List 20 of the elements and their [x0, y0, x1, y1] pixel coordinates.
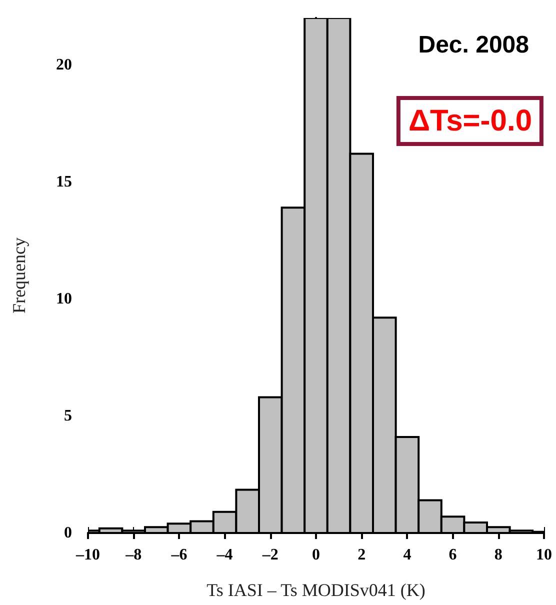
annotation: ΔTs=-0.0 [408, 104, 532, 138]
y-tick-label: 15 [56, 173, 72, 190]
x-tick-label: 2 [358, 546, 366, 564]
x-axis-title: Ts IASI – Ts MODISv041 (K) [206, 580, 426, 600]
x-tick-label: –4 [216, 546, 233, 564]
x-tick-label: 0 [312, 546, 320, 564]
y-tick-label: 20 [56, 56, 72, 74]
y-tick-label: 0 [64, 524, 72, 542]
x-tick-label: 10 [536, 546, 552, 564]
x-tick-label: 8 [494, 546, 502, 564]
x-tick-label: –8 [124, 546, 142, 564]
y-tick-label: 10 [56, 290, 72, 308]
x-tick-label: 6 [448, 546, 457, 564]
y-tick-label: 5 [64, 407, 72, 424]
x-tick-label: –10 [75, 546, 100, 564]
x-tick-label: –6 [170, 546, 188, 564]
text: Dec. 2008 [418, 32, 530, 58]
x-tick-label: 4 [403, 546, 412, 564]
x-tick-label: –2 [261, 546, 278, 564]
y-axis-title: Frequency [9, 238, 29, 314]
